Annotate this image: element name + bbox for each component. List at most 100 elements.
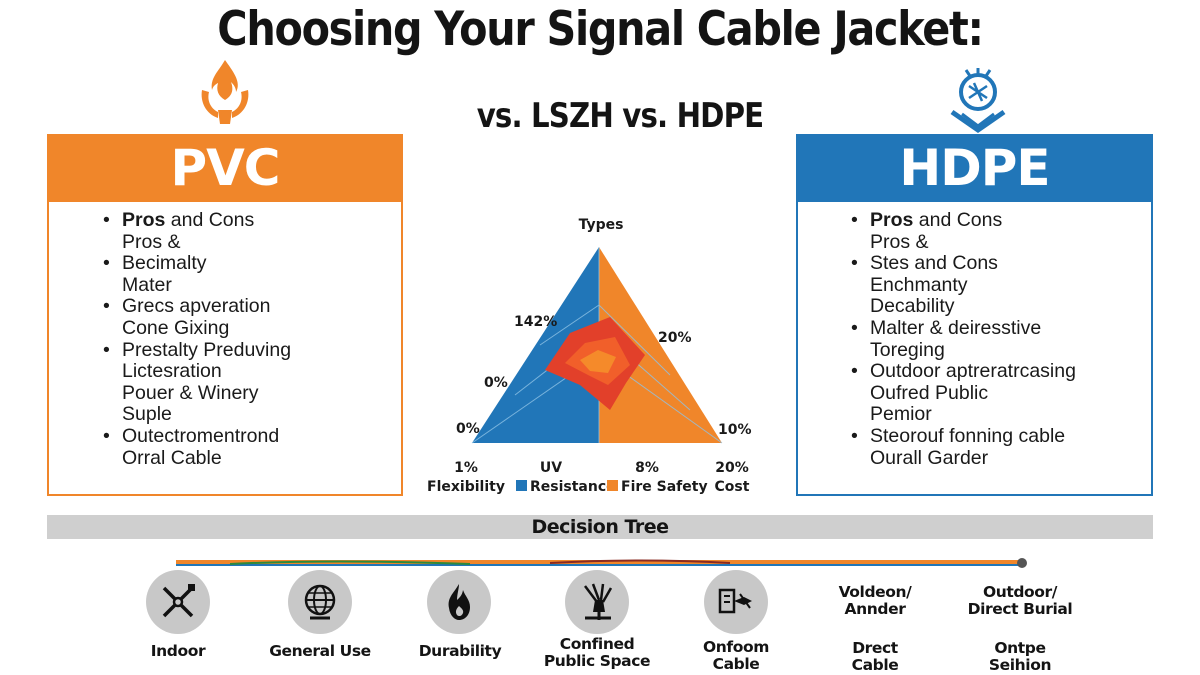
node-label-indoor: Indoor — [150, 642, 206, 660]
hdpe-list-item: Pros & — [870, 230, 1076, 254]
pvc-item-text: Prestalty Preduving — [122, 338, 292, 361]
pvc-item-text: and Cons — [165, 209, 255, 231]
hdpe-item-text: Decability — [870, 295, 955, 318]
hdpe-list-item: Toreging — [870, 338, 1076, 362]
axis-value-fire-safety: 8% — [635, 460, 659, 476]
chart-left-label-2: 0% — [484, 375, 508, 391]
hdpe-item-text: and Cons — [913, 209, 1003, 231]
pvc-item-text: Pouer & Winery — [122, 381, 259, 404]
axis-value-resistance: UV — [540, 460, 562, 476]
globe-icon — [304, 584, 336, 620]
chart-right-label-1: 20% — [658, 330, 692, 346]
decision-path-line — [176, 558, 1027, 568]
node-label-outdoor-direct-burial: Outdoor/ Direct Burial — [967, 583, 1073, 618]
node-durability[interactable] — [427, 570, 491, 634]
chart-orange-region — [599, 247, 722, 443]
pvc-list-item: Mater — [122, 273, 291, 297]
axis-name-resistance: Resistance — [530, 479, 616, 495]
node-indoor[interactable] — [146, 570, 210, 634]
hdpe-list-item: Malter & deiresstive — [851, 316, 1076, 340]
hdpe-list-item: Oufred Public — [870, 381, 1076, 405]
pvc-item-text: Grecs apveration — [122, 295, 271, 318]
chart-blue-region — [472, 247, 599, 443]
hdpe-list-item: Steorouf fonning cable — [851, 424, 1076, 448]
pvc-list-item: Becimalty — [103, 252, 291, 275]
page-subtitle: vs. LSZH vs. HDPE — [476, 96, 764, 136]
axis-name-flexibility: Flexibility — [427, 479, 505, 495]
hdpe-list-item: Decability — [870, 296, 1076, 318]
node-onfoom-cable[interactable] — [704, 570, 768, 634]
chart-fire-center — [580, 350, 616, 373]
hdpe-list-item: Pemior — [870, 404, 1076, 426]
pvc-list-item: Cone Gixing — [122, 316, 291, 340]
hdpe-item-bold: Pros — [870, 209, 914, 231]
hdpe-list-item: Enchmanty — [870, 273, 1076, 297]
hdpe-item-text: Enchmanty — [870, 273, 968, 296]
pvc-item-text: Pros & — [122, 230, 181, 253]
pvc-item-bold: Pros — [122, 209, 166, 231]
pvc-list-item: Prestalty Preduving — [103, 338, 292, 362]
chart-left-label-3: 0% — [456, 421, 480, 437]
pvc-item-text: Suple — [122, 403, 172, 426]
hdpe-panel-header: HDPE — [796, 134, 1153, 202]
flame-icon — [196, 56, 254, 128]
axis-value-cost: 20% — [715, 460, 749, 476]
pvc-list-item: Orral Cable — [122, 446, 291, 470]
pvc-list-item: Outectromentrond — [103, 425, 291, 448]
node-confined-public-space[interactable] — [565, 570, 629, 634]
axis-value-flexibility: 1% — [454, 460, 478, 476]
cable-connector-icon — [718, 588, 752, 614]
pvc-list-item: Grecs apveration — [103, 295, 291, 318]
pvc-item-text: Mater — [122, 273, 172, 296]
pvc-item-text: Orral Cable — [122, 446, 222, 469]
hdpe-item-text: Toreging — [870, 338, 945, 361]
hdpe-item-text: Ourall Garder — [870, 446, 989, 469]
chart-title: Types — [579, 217, 624, 233]
node-label-general-use: General Use — [269, 642, 371, 660]
hdpe-item-text: Malter & deiresstive — [870, 316, 1042, 339]
node-label-durability: Durability — [418, 642, 502, 660]
chart-right-label-2: 10% — [718, 422, 752, 438]
pvc-list-item: Lictesration — [122, 360, 291, 383]
flame-icon — [448, 584, 470, 620]
axis-name-cost: Cost — [715, 479, 750, 495]
legend-swatch-blue — [516, 480, 527, 491]
hdpe-list-item: Stes and Cons — [851, 252, 1076, 275]
legend-swatch-orange — [607, 480, 618, 491]
node-label-onfoom-cable: Onfoom Cable — [702, 638, 769, 673]
hdpe-item-text: Stes and Cons — [870, 252, 998, 275]
hdpe-item-text: Oufred Public — [870, 381, 989, 404]
crossed-tools-icon — [162, 584, 195, 618]
node-general-use[interactable] — [288, 570, 352, 634]
pvc-item-text: Lictesration — [122, 360, 222, 383]
page-title: Choosing Your Signal Cable Jacket: — [217, 2, 984, 57]
node-sublabel-drect-cable: Drect Cable — [851, 639, 899, 674]
hdpe-item-text: Steorouf fonning cable — [870, 424, 1066, 447]
pvc-item-text: Becimalty — [122, 252, 207, 275]
hdpe-item-text: Pemior — [870, 403, 932, 426]
chart-left-label-1: 142% — [514, 314, 557, 330]
shield-emblem-icon — [944, 64, 1012, 136]
axis-name-fire-safety: Fire Safety — [621, 479, 708, 495]
pvc-panel-header: PVC — [47, 134, 403, 202]
cable-bundle-icon — [584, 583, 613, 620]
node-label-voldeon-annder: Voldeon/ Annder — [838, 583, 912, 618]
hdpe-list-item: Ourall Garder — [870, 446, 1076, 470]
node-label-confined-public-space: Confined Public Space — [543, 635, 651, 670]
hdpe-list-item: Pros and Cons — [851, 209, 1076, 232]
jacket-comparison-chart: Types 142% 0% 0% 20% 10% 1% UV 8% 20% Fl… — [427, 217, 752, 495]
pvc-list-item: Pros & — [122, 230, 291, 254]
pvc-list-item: Pros and Cons — [103, 209, 291, 232]
decision-tree-bar: Decision Tree — [47, 515, 1153, 539]
decision-tree-title: Decision Tree — [531, 516, 669, 538]
hdpe-item-text: Outdoor aptreratrcasing — [870, 360, 1076, 383]
pvc-list-item: Suple — [122, 404, 291, 426]
node-sublabel-ontpe-seihion: Ontpe Seihion — [988, 639, 1052, 674]
hdpe-item-text: Pros & — [870, 230, 929, 253]
pvc-item-text: Cone Gixing — [122, 316, 230, 339]
hdpe-list-item: Outdoor aptreratrcasing — [851, 360, 1076, 383]
